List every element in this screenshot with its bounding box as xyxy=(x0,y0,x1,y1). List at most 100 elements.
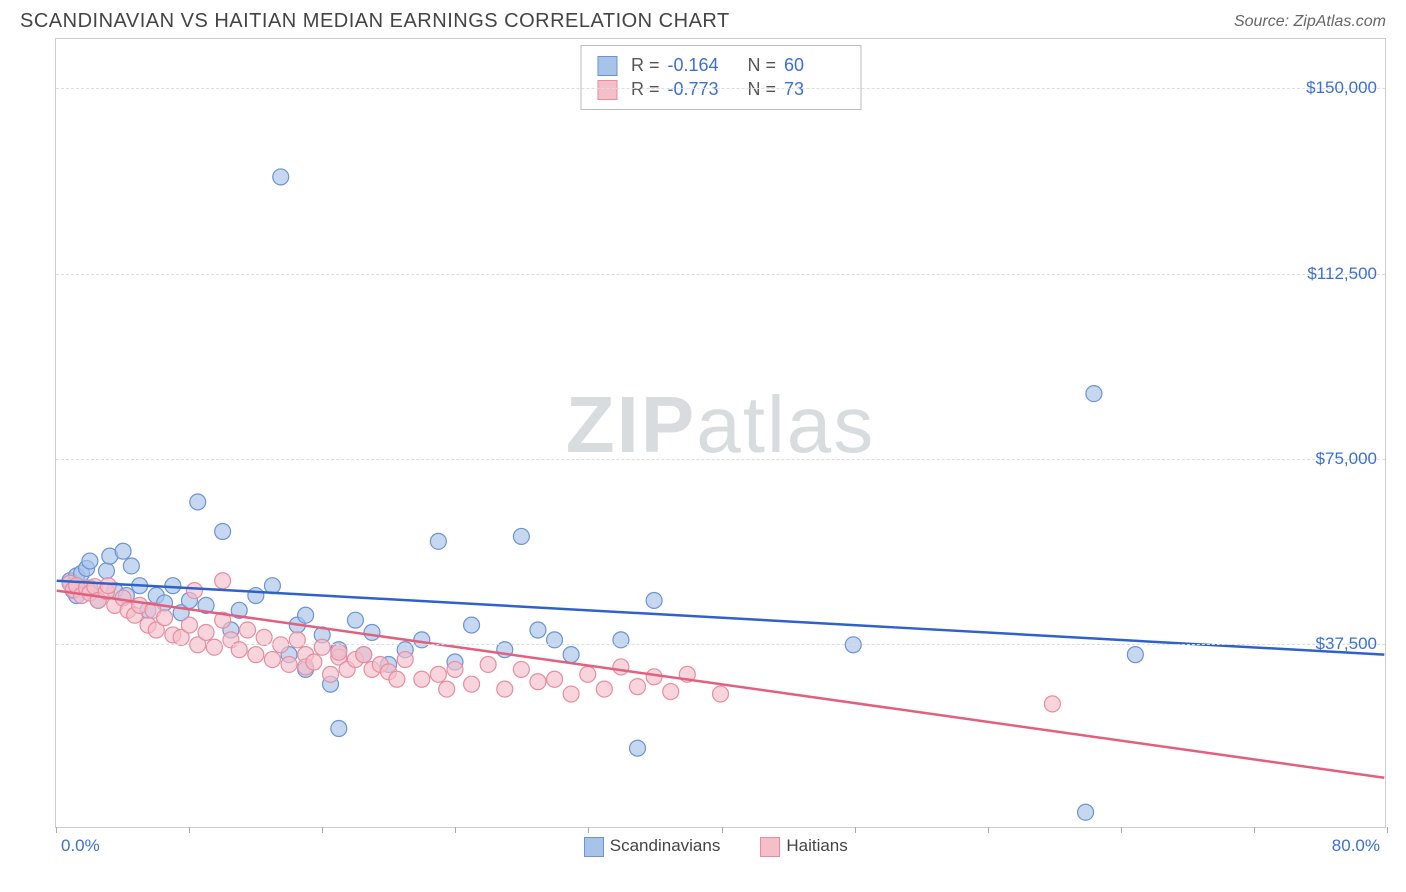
stat-r-label: R = xyxy=(631,79,660,100)
data-point xyxy=(497,681,513,697)
data-point xyxy=(447,661,463,677)
data-point xyxy=(289,632,305,648)
chart-source: Source: ZipAtlas.com xyxy=(1234,13,1386,31)
data-point xyxy=(198,624,214,640)
stats-row: R = -0.164 N = 60 xyxy=(597,55,844,76)
gridline xyxy=(56,459,1385,460)
data-point xyxy=(596,681,612,697)
legend-label: Haitians xyxy=(786,836,847,855)
data-point xyxy=(98,563,114,579)
data-point xyxy=(273,169,289,185)
data-point xyxy=(530,622,546,638)
stat-r-value: -0.773 xyxy=(668,79,728,100)
data-point xyxy=(547,671,563,687)
data-point xyxy=(630,679,646,695)
data-point xyxy=(563,647,579,663)
data-point xyxy=(186,583,202,599)
data-point xyxy=(364,624,380,640)
data-point xyxy=(414,632,430,648)
legend-item: Haitians xyxy=(760,836,847,857)
data-point xyxy=(464,617,480,633)
data-point xyxy=(323,666,339,682)
data-point xyxy=(181,617,197,633)
data-point xyxy=(430,666,446,682)
stat-n-value: 60 xyxy=(784,55,844,76)
data-point xyxy=(314,639,330,655)
data-point xyxy=(513,528,529,544)
data-point xyxy=(281,656,297,672)
data-point xyxy=(464,676,480,692)
data-point xyxy=(240,622,256,638)
y-tick-label: $37,500 xyxy=(1316,634,1377,654)
data-point xyxy=(206,639,222,655)
legend-swatch xyxy=(584,837,604,857)
data-point xyxy=(613,659,629,675)
stats-row: R =-0.773N =73 xyxy=(597,79,844,100)
scatter-svg xyxy=(56,39,1385,827)
chart-container: Median Earnings ZIPatlas R =-0.164N =60R… xyxy=(20,38,1386,857)
correlation-stats-box: R =-0.164N =60R =-0.773N =73 xyxy=(580,45,861,110)
data-point xyxy=(215,573,231,589)
data-point xyxy=(190,494,206,510)
data-point xyxy=(115,543,131,559)
legend-swatch xyxy=(760,837,780,857)
stat-r-value: -0.164 xyxy=(668,55,728,76)
data-point xyxy=(123,558,139,574)
x-tick-mark xyxy=(455,827,456,833)
data-point xyxy=(439,681,455,697)
x-tick-mark xyxy=(722,827,723,833)
x-axis-max-label: 80.0% xyxy=(1332,836,1380,856)
data-point xyxy=(713,686,729,702)
data-point xyxy=(480,656,496,672)
stat-r-label: R = xyxy=(631,55,660,76)
legend-label: Scandinavians xyxy=(610,836,721,855)
data-point xyxy=(530,674,546,690)
y-tick-label: $112,500 xyxy=(1307,264,1377,284)
data-point xyxy=(397,652,413,668)
data-point xyxy=(630,740,646,756)
legend-swatch xyxy=(597,56,617,76)
x-tick-mark xyxy=(988,827,989,833)
data-point xyxy=(513,661,529,677)
data-point xyxy=(663,684,679,700)
data-point xyxy=(389,671,405,687)
data-point xyxy=(82,553,98,569)
x-tick-mark xyxy=(1254,827,1255,833)
series-legend: Scandinavians Haitians xyxy=(584,836,848,857)
x-tick-mark xyxy=(855,827,856,833)
chart-title: SCANDINAVIAN VS HAITIAN MEDIAN EARNINGS … xyxy=(20,10,730,33)
data-point xyxy=(306,654,322,670)
x-tick-mark xyxy=(189,827,190,833)
data-point xyxy=(331,644,347,660)
data-point xyxy=(298,607,314,623)
x-axis-min-label: 0.0% xyxy=(61,836,100,856)
x-tick-mark xyxy=(588,827,589,833)
y-tick-label: $75,000 xyxy=(1316,449,1377,469)
data-point xyxy=(356,647,372,663)
x-tick-mark xyxy=(322,827,323,833)
gridline xyxy=(56,274,1385,275)
data-point xyxy=(1127,647,1143,663)
data-point xyxy=(157,610,173,626)
data-point xyxy=(100,578,116,594)
data-point xyxy=(1086,386,1102,402)
data-point xyxy=(1044,696,1060,712)
legend-swatch xyxy=(597,80,617,100)
plot-area: ZIPatlas R =-0.164N =60R =-0.773N =73 $3… xyxy=(55,38,1386,828)
data-point xyxy=(1078,804,1094,820)
data-point xyxy=(547,632,563,648)
x-axis-bar: 0.0% Scandinavians Haitians 80.0% xyxy=(55,828,1386,857)
data-point xyxy=(264,652,280,668)
data-point xyxy=(248,647,264,663)
data-point xyxy=(347,612,363,628)
stat-n-label: N = xyxy=(748,55,777,76)
data-point xyxy=(430,533,446,549)
gridline xyxy=(56,88,1385,89)
data-point xyxy=(215,524,231,540)
legend-item: Scandinavians xyxy=(584,836,721,857)
data-point xyxy=(414,671,430,687)
stat-n-value: 73 xyxy=(784,79,844,100)
chart-header: SCANDINAVIAN VS HAITIAN MEDIAN EARNINGS … xyxy=(0,0,1406,38)
x-tick-mark xyxy=(56,827,57,833)
data-point xyxy=(248,588,264,604)
